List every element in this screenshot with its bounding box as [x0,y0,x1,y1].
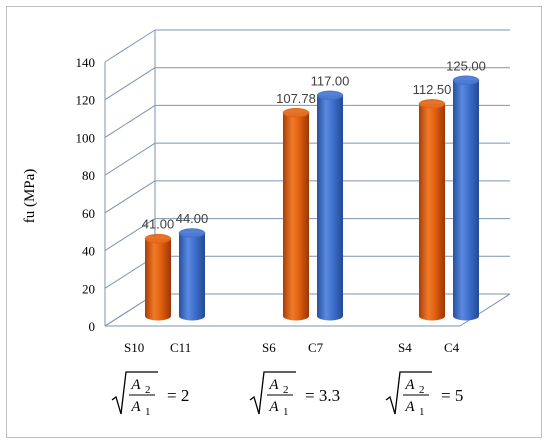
ratio-numerator: A [404,377,415,393]
y-tick-label: 40 [82,244,95,259]
bar-top [144,233,172,244]
y-tick-label: 0 [89,319,96,334]
category-label-s10: S10 [124,340,144,355]
category-label-c11: C11 [170,340,191,355]
ratio-numerator-sub: 2 [419,384,425,396]
bar-top [282,108,310,118]
bar-s6 [282,108,310,321]
data-labels: 41.00 44.00 107.78 117.00 112.50 125.00 [142,58,486,231]
y-tick-label: 120 [76,93,96,108]
data-label-s4: 112.50 [413,82,452,97]
chart-frame [6,6,542,438]
gridline-diagonal [104,218,156,251]
data-label-s6: 107.78 [276,91,316,106]
gridline-diagonal [104,142,156,176]
bar-top-highlight [454,76,478,84]
ratio-numerator: A [130,377,141,393]
category-label-c7: C7 [308,340,324,355]
bar-top-highlight [284,109,308,117]
bar-top-highlight [180,229,204,237]
ratio-denominator: A [404,399,415,415]
bar-top-highlight [420,100,444,108]
bar-top [452,75,480,86]
ratio-denominator-sub: 1 [145,406,151,418]
category-label-s4: S4 [398,340,412,355]
y-tick-label: 100 [76,130,96,145]
data-label-s10: 41.00 [142,217,175,232]
ratio-denominator-sub: 1 [283,406,289,418]
y-tick-label: 20 [82,281,95,296]
data-label-c11: 44.00 [176,211,209,226]
ratio-formulas: A 2A 1= 2A 2A 1= 3.3A 2A 1= 5 [111,371,463,418]
bar-top [316,90,344,101]
bar-body [419,103,445,321]
bar-body [145,238,171,321]
ratio-equals: = 2 [167,386,189,405]
bar-s10 [144,233,172,321]
gridline-diagonal [104,180,156,214]
bar-c11 [178,228,206,321]
ratio-denominator-sub: 1 [419,406,425,418]
bar-body [283,112,309,321]
ratio-denominator: A [130,399,141,415]
bar-top-highlight [318,91,342,99]
bars-layer [144,75,480,321]
ratio-numerator-sub: 2 [283,384,289,396]
y-tick-label: 60 [82,206,95,221]
bar-c4 [452,75,480,321]
bar-top [418,99,446,109]
category-labels: S10 C11 S6 C7 S4 C4 [124,340,460,355]
gridline-diagonal [104,29,156,63]
y-axis-label: fu (MPa) [22,169,38,224]
bar-top [178,228,206,238]
gridline-diagonal [104,67,156,101]
gridline-diagonal [104,105,156,138]
category-label-c4: C4 [444,340,460,355]
bar-body [317,95,343,321]
floor-right-edge [459,293,511,327]
y-tick-label: 80 [82,168,95,183]
bar-top-highlight [146,235,170,243]
ratio-equals: = 3.3 [305,386,340,405]
ratio-denominator: A [268,399,279,415]
bar-c7 [316,90,344,321]
radical-sign [385,371,432,415]
data-label-c7: 117.00 [311,73,350,88]
radical-sign [111,371,158,415]
ratio-equals: = 5 [441,386,463,405]
category-label-s6: S6 [262,340,276,355]
radical-sign [249,371,296,415]
data-label-c4: 125.00 [446,58,486,73]
bar-body [453,80,479,321]
ratio-numerator: A [268,377,279,393]
ratio-formula: A 2A 1= 5 [385,371,463,418]
ratio-formula: A 2A 1= 2 [111,371,189,418]
ratio-formula: A 2A 1= 3.3 [249,371,340,418]
y-tick-label: 140 [76,55,96,70]
bar-s4 [418,99,446,321]
ratio-numerator-sub: 2 [145,384,151,396]
bar-body [179,233,205,321]
y-axis: 0 20 40 60 80 100 120 140 [76,55,96,334]
